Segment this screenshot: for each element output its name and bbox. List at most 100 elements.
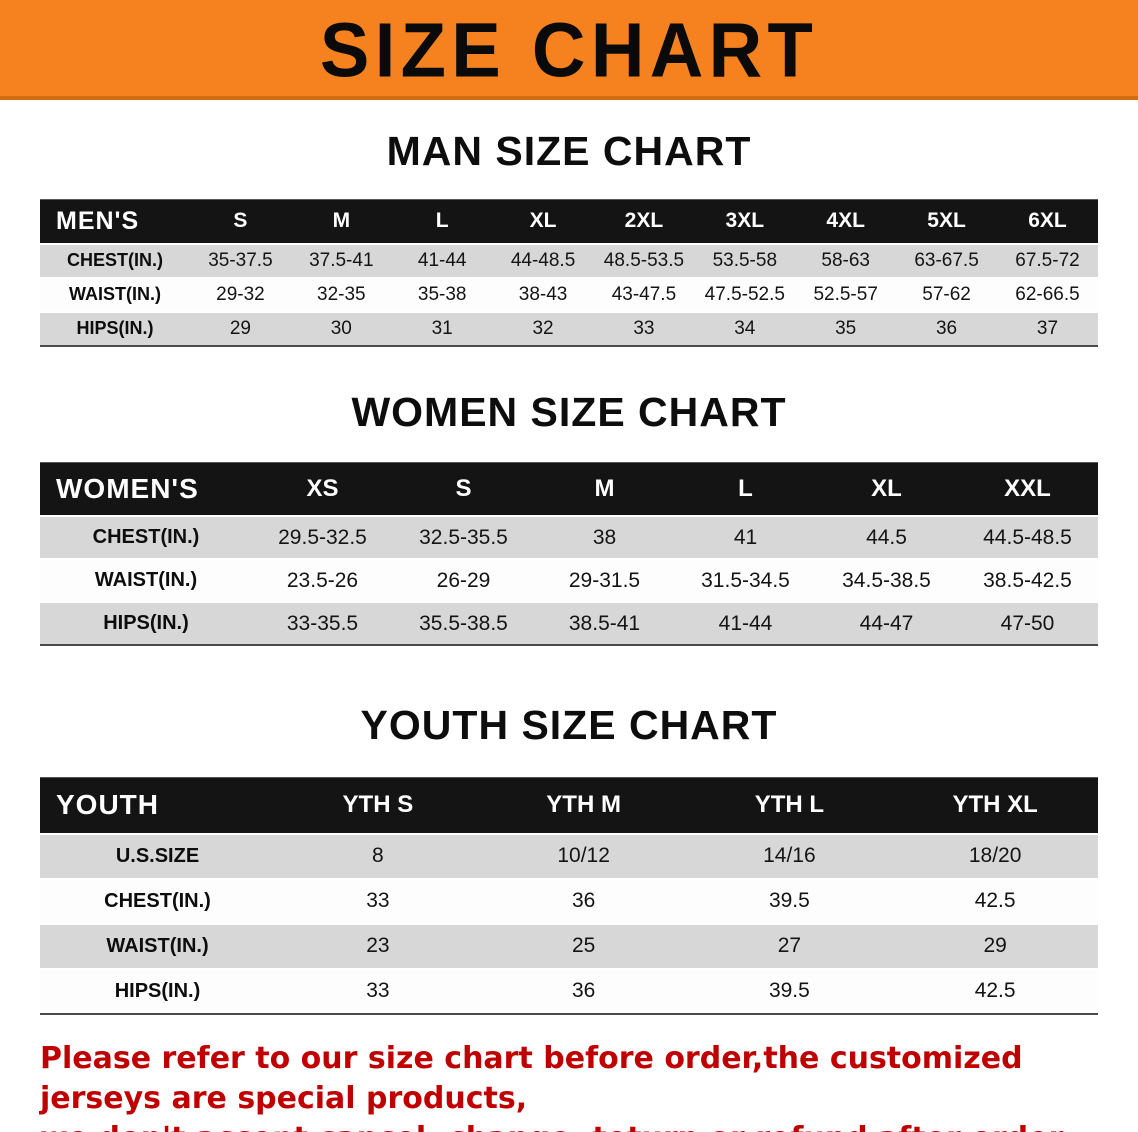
table-row: WAIST(IN.) 23.5-26 26-29 29-31.5 31.5-34.5 34… bbox=[40, 559, 1098, 602]
youth-size-chart-heading: YOUTH SIZE CHART bbox=[360, 702, 778, 748]
disclaimer-line-1: Please refer to our size chart before or… bbox=[40, 1040, 1023, 1116]
size-value-cell: 32-35 bbox=[317, 283, 366, 305]
size-value-cell: 41 bbox=[733, 525, 758, 549]
size-value-cell: 34 bbox=[734, 317, 756, 339]
size-column-header: XS bbox=[252, 462, 393, 516]
size-column-header: XL bbox=[816, 462, 957, 516]
men-section: MAN SIZE CHART MEN'S S M L XL 2XL 3XL 4XL 5XL 6XL… bbox=[0, 128, 1138, 347]
size-value-cell: 38.5-41 bbox=[568, 611, 641, 635]
size-value-cell: 43-47.5 bbox=[611, 283, 677, 305]
size-value-cell: 41-44 bbox=[718, 611, 773, 635]
size-column-header: S bbox=[190, 199, 291, 244]
women-size-chart-heading: WOMEN SIZE CHART bbox=[351, 388, 787, 435]
table-header-row: YOUTH YTH S YTH M YTH L YTH XL bbox=[40, 777, 1098, 834]
size-column-header: S bbox=[393, 462, 534, 516]
size-value-cell: 67.5-72 bbox=[1015, 249, 1080, 271]
size-value-cell: 44.5-48.5 bbox=[983, 525, 1072, 549]
table-corner-label: YOUTH bbox=[40, 777, 275, 834]
size-value-cell: 63-67.5 bbox=[914, 249, 979, 271]
size-column-header: 6XL bbox=[997, 199, 1098, 244]
size-value-cell: 30 bbox=[330, 317, 352, 339]
size-value-cell: 39.5 bbox=[768, 979, 810, 1002]
measurement-label: HIPS(IN.) bbox=[103, 612, 189, 634]
size-value-cell: 33 bbox=[633, 317, 655, 339]
table-row: HIPS(IN.) 29 30 31 32 33 34 35 36 37 bbox=[40, 311, 1098, 346]
table-row: CHEST(IN.) 29.5-32.5 32.5-35.5 38 41 44.5 44.5… bbox=[40, 516, 1098, 559]
size-value-cell: 58-63 bbox=[821, 249, 870, 271]
measurement-label: HIPS(IN.) bbox=[114, 979, 201, 1002]
size-value-cell: 37 bbox=[1036, 317, 1059, 339]
size-value-cell: 44-47 bbox=[859, 611, 914, 635]
size-value-cell: 33 bbox=[366, 979, 390, 1002]
size-value-cell: 52.5-57 bbox=[813, 283, 878, 305]
size-column-header: 2XL bbox=[593, 199, 695, 244]
size-value-cell: 57-62 bbox=[922, 283, 971, 305]
size-column-header: YTH S bbox=[275, 777, 481, 834]
size-value-cell: 53.5-58 bbox=[712, 249, 778, 271]
measurement-label: WAIST(IN.) bbox=[106, 934, 209, 957]
size-value-cell: 26-29 bbox=[436, 568, 491, 592]
table-corner-label: WOMEN'S bbox=[40, 462, 252, 516]
size-value-cell: 32.5-35.5 bbox=[419, 525, 508, 549]
women-section: WOMEN SIZE CHART WOMEN'S XS S M L XL XXL CHEST(… bbox=[0, 388, 1138, 646]
size-value-cell: 18/20 bbox=[968, 844, 1022, 867]
size-value-cell: 42.5 bbox=[974, 979, 1016, 1002]
size-value-cell: 29-32 bbox=[216, 283, 265, 305]
size-column-header: L bbox=[391, 199, 493, 244]
size-column-header: M bbox=[534, 462, 675, 516]
table-row: HIPS(IN.) 33-35.5 35.5-38.5 38.5-41 41-44 44-… bbox=[40, 602, 1098, 645]
size-column-header: XXL bbox=[957, 462, 1098, 516]
size-value-cell: 44.5 bbox=[866, 525, 907, 549]
size-value-cell: 33 bbox=[366, 889, 390, 912]
measurement-label: WAIST(IN.) bbox=[94, 569, 198, 591]
size-value-cell: 36 bbox=[935, 317, 958, 339]
size-value-cell: 14/16 bbox=[763, 844, 816, 867]
size-value-cell: 10/12 bbox=[557, 844, 610, 867]
size-value-cell: 36 bbox=[571, 979, 596, 1002]
disclaimer-text: Please refer to our size chart before or… bbox=[40, 1039, 1122, 1132]
size-value-cell: 47-50 bbox=[1000, 611, 1055, 635]
size-value-cell: 34.5-38.5 bbox=[842, 568, 931, 592]
size-value-cell: 23.5-26 bbox=[286, 568, 359, 592]
measurement-label: CHEST(IN.) bbox=[104, 889, 211, 912]
size-value-cell: 33-35.5 bbox=[286, 611, 359, 635]
disclaimer-line-2: we don't accept cancel, change, teturn o… bbox=[40, 1121, 1063, 1132]
size-value-cell: 44-48.5 bbox=[510, 249, 576, 271]
size-value-cell: 29 bbox=[983, 934, 1007, 957]
size-value-cell: 35 bbox=[835, 317, 857, 339]
size-value-cell: 62-66.5 bbox=[1015, 283, 1080, 305]
size-value-cell: 39.5 bbox=[768, 889, 810, 912]
size-value-cell: 25 bbox=[571, 934, 596, 957]
man-size-chart-heading: MAN SIZE CHART bbox=[386, 128, 752, 174]
table-corner-label: MEN'S bbox=[40, 199, 190, 244]
table-row: WAIST(IN.) 29-32 32-35 35-38 38-43 43-47.5 47.… bbox=[40, 277, 1098, 312]
measurement-label: U.S.SIZE bbox=[115, 844, 200, 867]
table-header-row: WOMEN'S XS S M L XL XXL bbox=[40, 462, 1098, 516]
size-value-cell: 29.5-32.5 bbox=[278, 525, 367, 549]
size-value-cell: 31 bbox=[431, 317, 453, 339]
size-column-header: 4XL bbox=[795, 199, 897, 244]
size-value-cell: 29-31.5 bbox=[568, 568, 641, 592]
size-column-header: YTH L bbox=[686, 777, 893, 834]
size-value-cell: 47.5-52.5 bbox=[704, 283, 785, 305]
size-column-header: M bbox=[290, 199, 392, 244]
table-header-row: MEN'S S M L XL 2XL 3XL 4XL 5XL 6XL bbox=[40, 199, 1098, 244]
size-column-header: YTH M bbox=[480, 777, 687, 834]
size-column-header: L bbox=[675, 462, 816, 516]
size-value-cell: 36 bbox=[571, 889, 596, 912]
size-value-cell: 38.5-42.5 bbox=[983, 568, 1072, 592]
measurement-label: HIPS(IN.) bbox=[76, 318, 154, 338]
table-row: CHEST(IN.) 33 36 39.5 42.5 bbox=[40, 878, 1098, 924]
size-column-header: YTH XL bbox=[892, 777, 1098, 834]
youth-size-table: YOUTH YTH S YTH M YTH L YTH XL U.S.SIZE 8 10/12… bbox=[40, 777, 1098, 1015]
size-value-cell: 35-37.5 bbox=[208, 249, 273, 271]
measurement-label: CHEST(IN.) bbox=[67, 250, 163, 270]
size-value-cell: 29 bbox=[229, 317, 251, 339]
measurement-label: CHEST(IN.) bbox=[92, 526, 200, 548]
youth-section: YOUTH SIZE CHART YOUTH YTH S YTH M YTH L YTH… bbox=[0, 702, 1138, 1015]
size-value-cell: 23 bbox=[366, 934, 390, 957]
size-value-cell: 41-44 bbox=[417, 249, 467, 271]
size-value-cell: 35.5-38.5 bbox=[419, 611, 508, 635]
size-value-cell: 32 bbox=[532, 317, 554, 339]
